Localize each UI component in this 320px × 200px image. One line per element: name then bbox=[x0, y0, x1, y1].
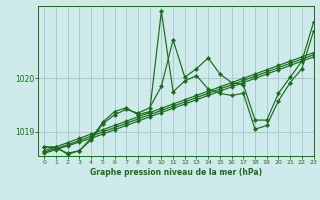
X-axis label: Graphe pression niveau de la mer (hPa): Graphe pression niveau de la mer (hPa) bbox=[90, 168, 262, 177]
